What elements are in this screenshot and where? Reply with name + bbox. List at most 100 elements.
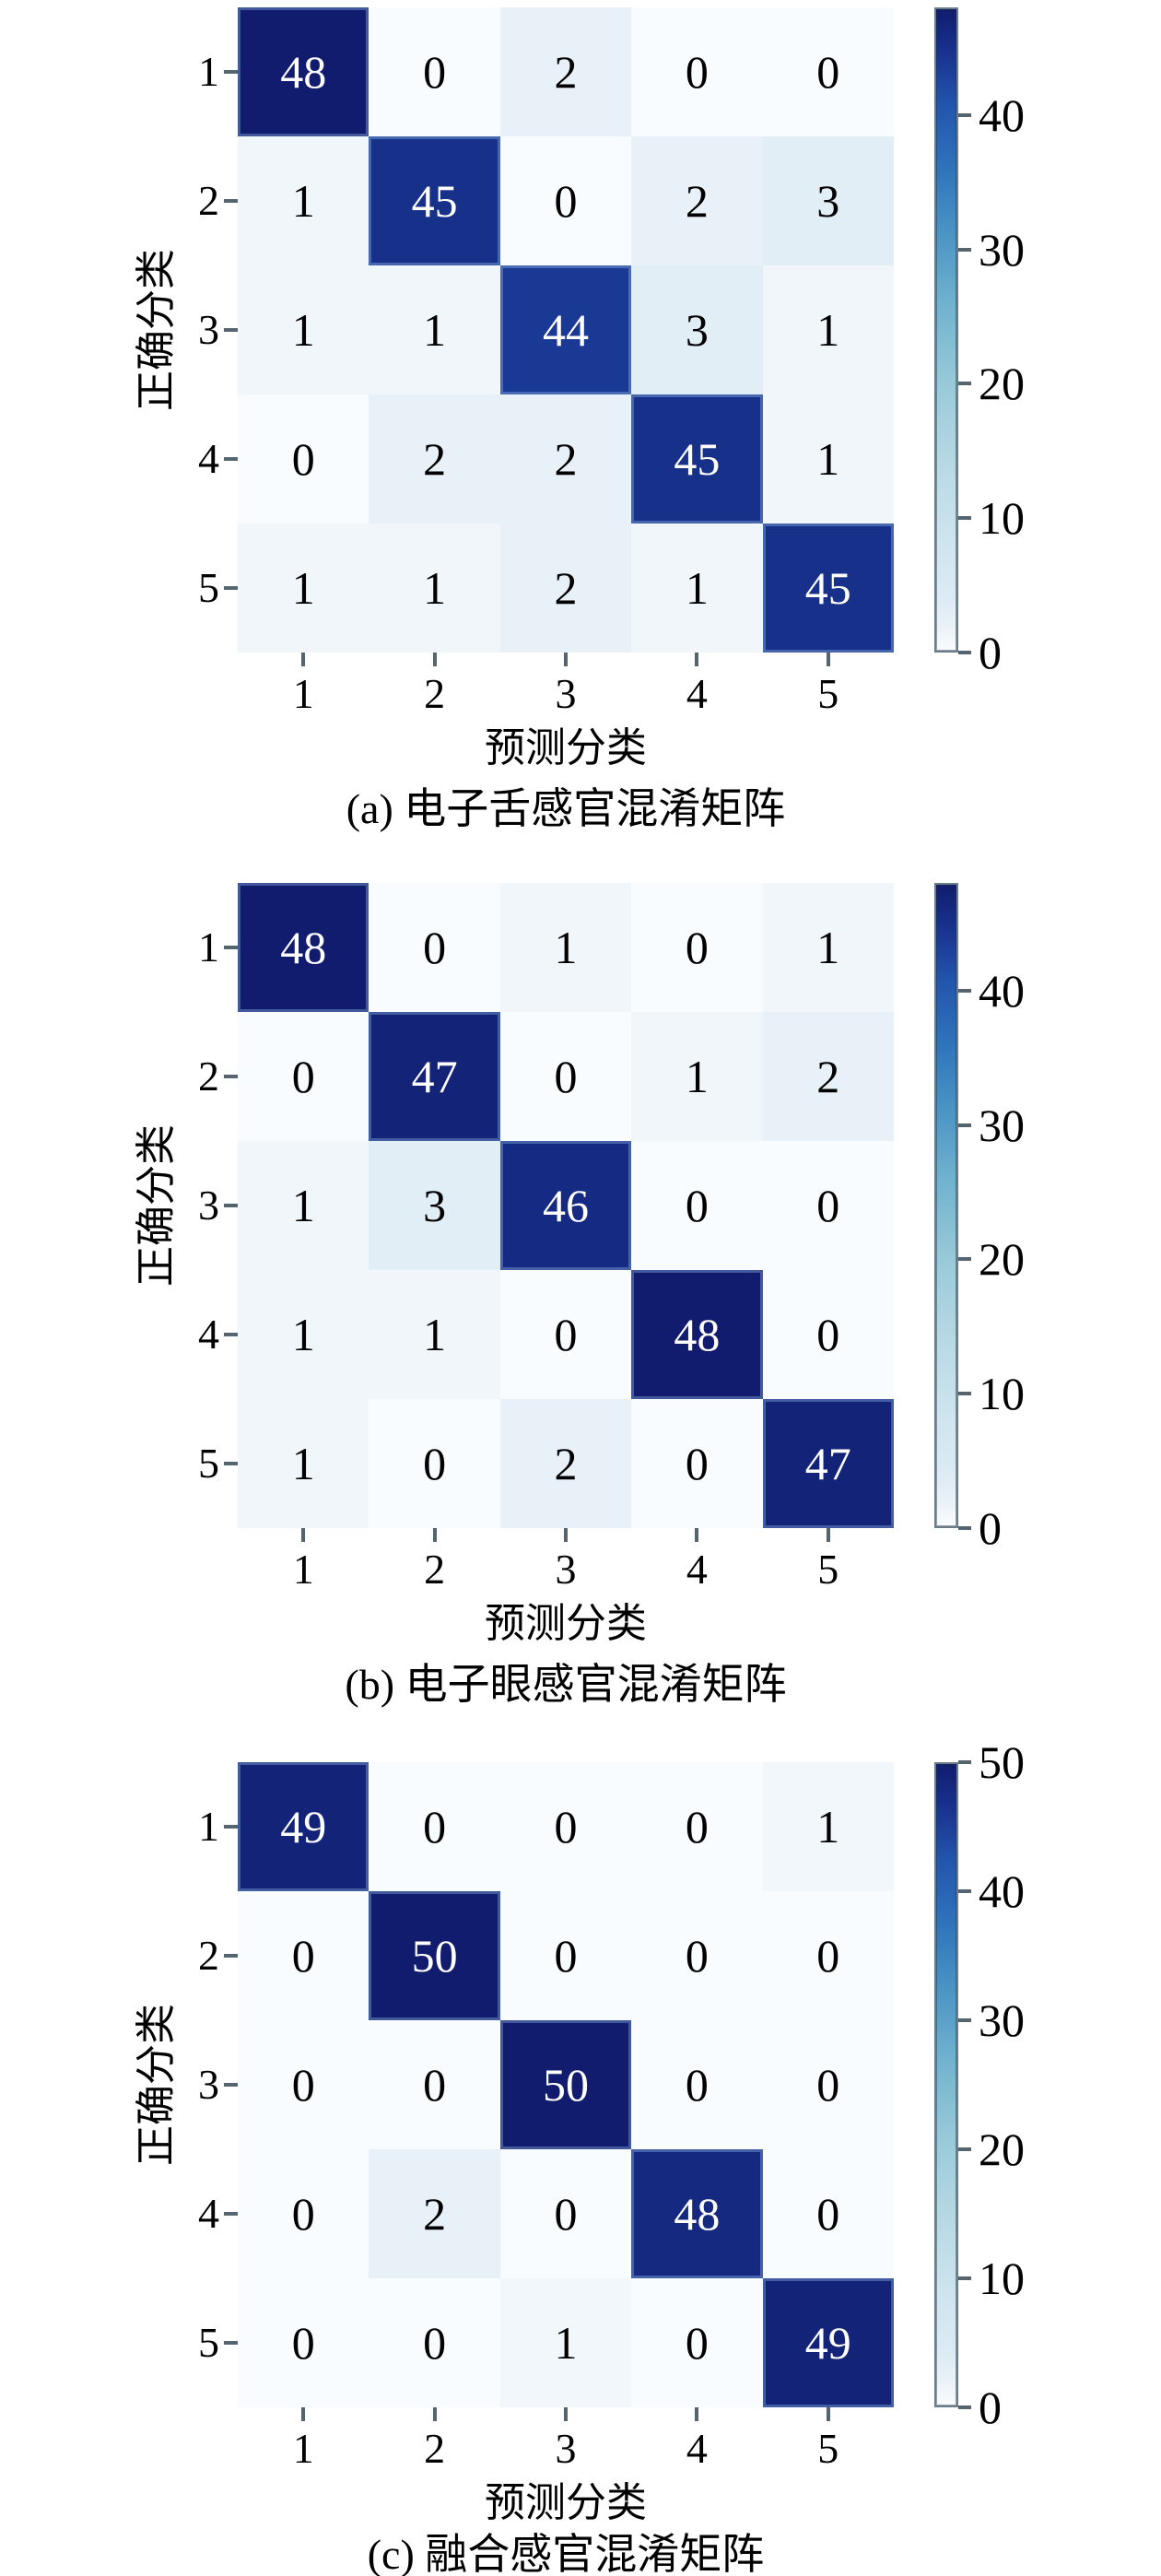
matrix-cell: 0 — [369, 2278, 500, 2407]
matrix-cell: 1 — [369, 1270, 500, 1399]
colorbar-tick-label: 40 — [979, 88, 1025, 141]
colorbar-tick-label: 40 — [979, 1865, 1025, 1917]
x-tick-mark — [826, 2407, 830, 2421]
x-tick-mark — [695, 2407, 699, 2421]
colorbar-tick-label: 30 — [979, 223, 1025, 276]
matrix-cell: 2 — [499, 394, 632, 523]
y-tick-mark — [224, 946, 238, 949]
x-tick-mark — [564, 1528, 568, 1542]
x-tick-mark — [301, 2407, 306, 2421]
panel-caption: (a) 电子舌感官混淆矩阵 — [346, 785, 786, 832]
y-tick-mark — [224, 457, 238, 461]
matrix-cell: 0 — [631, 1762, 763, 1891]
x-tick-mark — [301, 653, 306, 666]
colorbar-tick-mark — [958, 247, 971, 252]
x-tick-mark — [826, 1528, 830, 1542]
colorbar — [934, 7, 958, 653]
colorbar-tick-label: 10 — [979, 1368, 1025, 1420]
colorbar-tick-label: 0 — [979, 627, 1002, 678]
y-tick-label: 3 — [198, 306, 219, 353]
colorbar-tick-mark — [958, 1526, 971, 1530]
matrix-cell: 0 — [631, 1399, 763, 1528]
y-tick-label: 5 — [198, 564, 219, 611]
x-tick-mark — [564, 653, 568, 666]
colorbar-tick-mark — [958, 1760, 971, 1764]
matrix-cell: 50 — [499, 2020, 632, 2149]
matrix-cell: 48 — [238, 883, 369, 1012]
matrix-cell: 1 — [499, 883, 632, 1012]
matrix-cell: 49 — [762, 2278, 894, 2407]
matrix-cell: 0 — [631, 2020, 763, 2149]
matrix-cell: 47 — [369, 1012, 500, 1141]
matrix-cell: 0 — [631, 1141, 763, 1270]
matrix-cell: 0 — [762, 1270, 894, 1399]
x-tick-label: 3 — [555, 2425, 577, 2472]
matrix-cell: 0 — [762, 1891, 894, 2020]
matrix-cell: 45 — [631, 394, 763, 523]
y-tick-label: 4 — [198, 2190, 219, 2237]
matrix-cell: 0 — [238, 2020, 369, 2149]
y-tick-mark — [224, 586, 238, 590]
y-tick-label: 2 — [198, 1932, 219, 1979]
matrix-cell: 2 — [499, 7, 632, 136]
y-tick-label: 4 — [198, 435, 219, 482]
y-tick-label: 3 — [198, 1182, 219, 1229]
panel-caption: (b) 电子眼感官混淆矩阵 — [345, 1661, 787, 1708]
colorbar — [934, 1762, 958, 2407]
colorbar-tick-mark — [958, 2276, 971, 2280]
matrix-cell: 1 — [499, 2278, 632, 2407]
matrix-cell: 3 — [762, 136, 894, 265]
matrix-cell: 1 — [238, 265, 369, 394]
matrix-cell: 1 — [762, 883, 894, 1012]
colorbar-tick-label: 20 — [979, 2123, 1025, 2175]
heatmap-plot: 48 0 2 0 0 1 45 0 2 3 1 1 44 3 1 0 2 2 45 1 1 1 2 1 45 — [238, 7, 894, 653]
x-tick-label: 1 — [292, 1546, 314, 1593]
x-tick-label: 5 — [817, 1546, 839, 1593]
matrix-cell: 46 — [499, 1141, 632, 1270]
matrix-cell: 0 — [631, 883, 763, 1012]
x-tick-label: 2 — [424, 670, 446, 717]
x-tick-mark — [695, 653, 699, 666]
y-tick-label: 1 — [198, 48, 219, 95]
x-tick-mark — [432, 1528, 437, 1542]
y-tick-mark — [224, 2212, 238, 2216]
y-tick-label: 1 — [198, 1803, 219, 1850]
matrix-cell: 0 — [369, 7, 500, 136]
matrix-cell: 0 — [762, 7, 894, 136]
matrix-cell: 2 — [499, 523, 632, 653]
matrix-cell: 2 — [499, 1399, 632, 1528]
matrix-cell: 47 — [762, 1399, 894, 1528]
colorbar-tick-mark — [958, 1889, 971, 1893]
colorbar-tick-mark — [958, 2018, 971, 2022]
matrix-cell: 1 — [369, 523, 500, 653]
y-tick-mark — [224, 328, 238, 332]
colorbar-tick-mark — [958, 651, 971, 654]
matrix-cell: 1 — [762, 394, 894, 523]
colorbar-tick-label: 10 — [979, 2253, 1025, 2304]
colorbar-tick-label: 0 — [979, 1502, 1002, 1554]
x-tick-mark — [695, 1528, 699, 1542]
colorbar-tick-mark — [958, 1123, 971, 1127]
x-tick-mark — [826, 653, 830, 666]
x-tick-label: 3 — [555, 670, 577, 717]
matrix-cell: 0 — [238, 1891, 369, 2020]
x-tick-label: 1 — [292, 670, 314, 717]
y-tick-label: 5 — [198, 2319, 219, 2366]
matrix-cell: 0 — [369, 1762, 500, 1891]
matrix-cell: 0 — [631, 1891, 763, 2020]
x-tick-label: 1 — [292, 2425, 314, 2472]
y-tick-mark — [224, 1333, 238, 1336]
x-tick-mark — [432, 2407, 437, 2421]
colorbar-tick-label: 0 — [979, 2382, 1002, 2433]
colorbar-tick-label: 20 — [979, 358, 1025, 410]
matrix-cell: 1 — [762, 1762, 894, 1891]
x-axis-label: 预测分类 — [485, 1601, 647, 1646]
y-tick-mark — [224, 1825, 238, 1829]
matrix-cell: 48 — [631, 1270, 763, 1399]
y-tick-label: 4 — [198, 1311, 219, 1358]
y-tick-label: 1 — [198, 923, 219, 970]
matrix-cell: 0 — [369, 1399, 500, 1528]
